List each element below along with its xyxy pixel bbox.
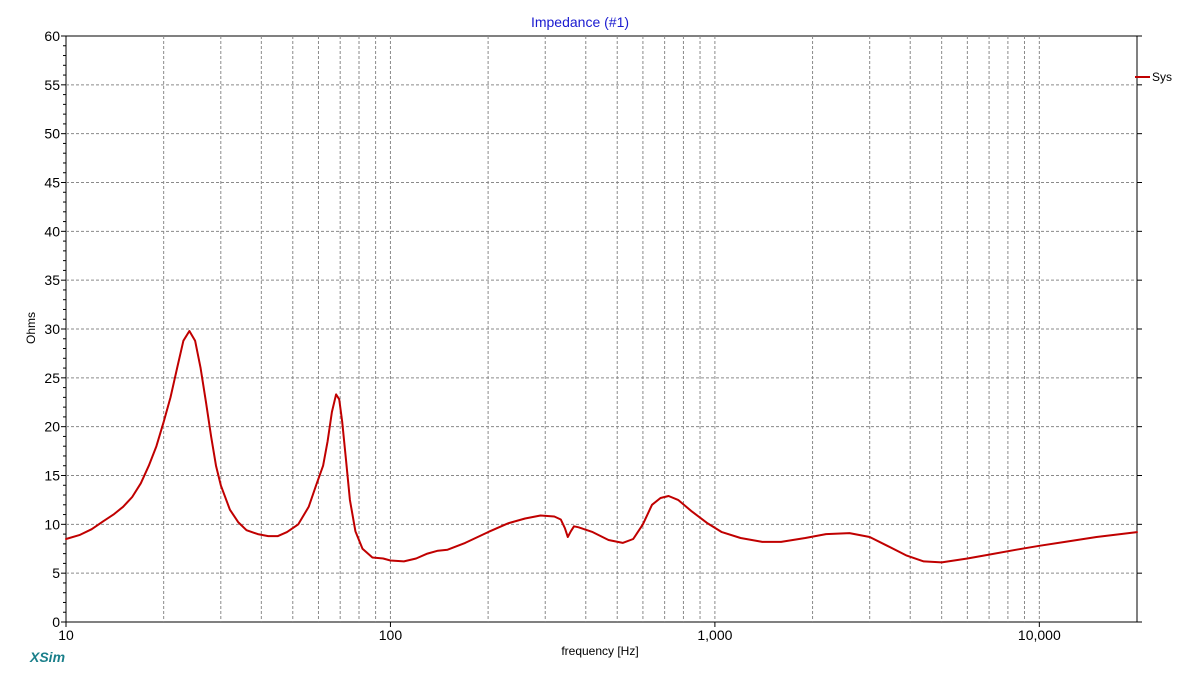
y-tick-label: 25 — [44, 370, 60, 386]
x-tick-label: 10 — [58, 627, 74, 643]
y-tick-label: 45 — [44, 175, 60, 191]
legend: Sys — [1135, 70, 1172, 84]
y-tick-label: 40 — [44, 223, 60, 239]
y-tick-label: 55 — [44, 77, 60, 93]
y-tick-label: 15 — [44, 468, 60, 484]
xsim-logo: XSim — [29, 649, 65, 665]
y-tick-label: 50 — [44, 126, 60, 142]
y-tick-label: 30 — [44, 321, 60, 337]
y-tick-label: 10 — [44, 516, 60, 532]
x-axis-label: frequency [Hz] — [561, 644, 638, 658]
y-tick-label: 0 — [52, 614, 60, 630]
x-tick-label: 100 — [379, 627, 403, 643]
series-line-sys — [65, 330, 1138, 564]
y-tick-label: 20 — [44, 419, 60, 435]
grid-layer — [66, 36, 1137, 622]
y-tick-label: 35 — [44, 272, 60, 288]
x-tick-label: 10,000 — [1018, 627, 1061, 643]
chart-title: Impedance (#1) — [531, 14, 629, 30]
tick-layer: 0 5 10 15 20 25 30 35 40 45 50 55 60 10 100 1,000 10,000 — [44, 28, 1142, 643]
y-tick-label: 60 — [44, 28, 60, 44]
y-tick-label: 5 — [52, 565, 60, 581]
series-layer — [65, 330, 1138, 564]
x-tick-label: 1,000 — [697, 627, 732, 643]
y-axis-label: Ohms — [24, 312, 38, 344]
legend-label-sys: Sys — [1152, 70, 1172, 84]
